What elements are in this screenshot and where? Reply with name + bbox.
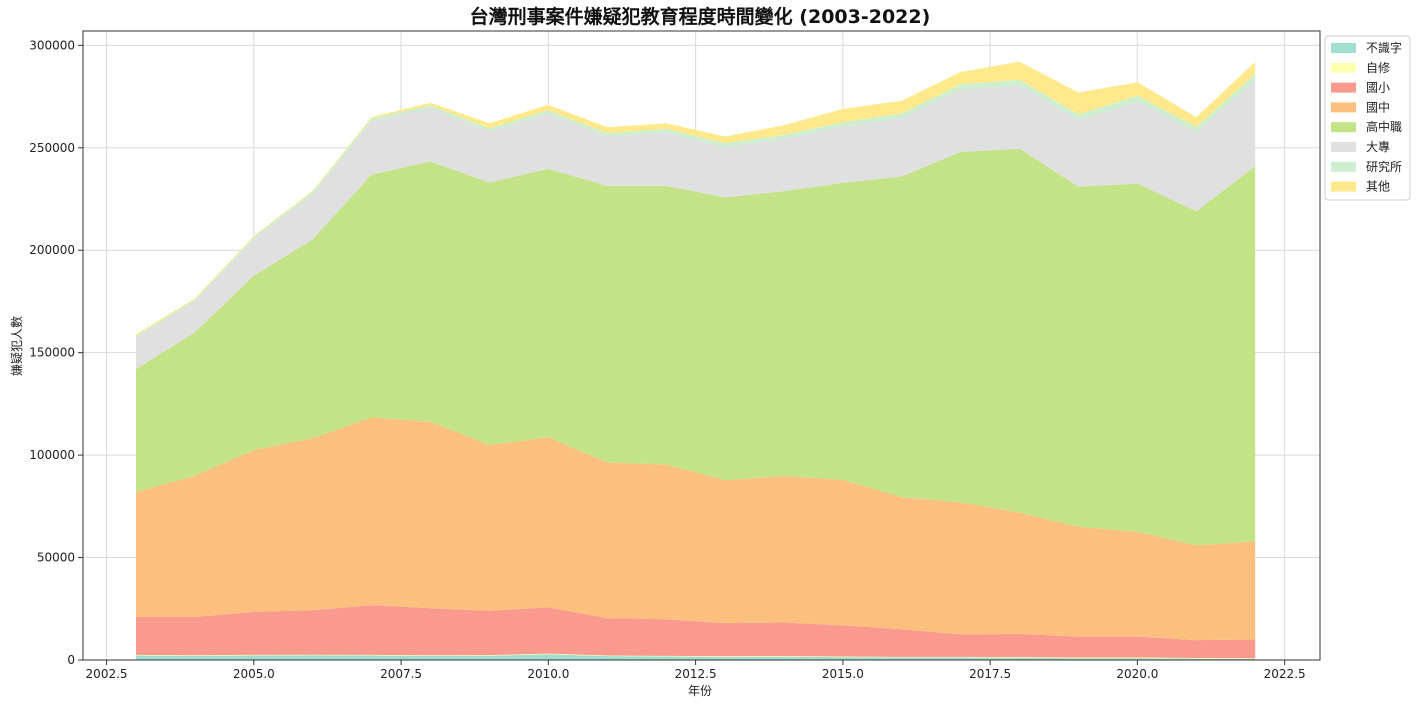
legend-label: 大專 (1366, 140, 1390, 154)
legend-swatch (1331, 181, 1356, 192)
x-tick-label: 2015.0 (822, 667, 864, 681)
y-tick-label: 100000 (29, 448, 75, 462)
area-series-8 (136, 61, 1256, 336)
y-tick-label: 200000 (29, 243, 75, 257)
legend-label: 國小 (1366, 81, 1390, 95)
chart-title: 台灣刑事案件嫌疑犯教育程度時間變化 (2003-2022) (470, 5, 931, 28)
x-tick-label: 2020.0 (1116, 667, 1158, 681)
area-series-7 (136, 74, 1256, 338)
x-tick-label: 2017.5 (969, 667, 1011, 681)
y-tick-label: 0 (67, 653, 75, 667)
x-tick-label: 2007.5 (380, 667, 422, 681)
legend-label: 研究所 (1366, 159, 1402, 174)
legend-swatch (1331, 62, 1356, 73)
y-tick-label: 150000 (29, 346, 75, 360)
legend-label: 其他 (1366, 180, 1390, 194)
x-tick-label: 2002.5 (86, 667, 128, 681)
area-series (136, 61, 1256, 660)
legend-swatch (1331, 142, 1356, 152)
legend-frame (1324, 35, 1411, 201)
x-tick-label: 2010.0 (527, 667, 569, 681)
axis-ticks: 2002.5 2005.0 2007.5 2010.0 2012.5 2015.0 2017… (29, 38, 1305, 681)
x-tick-label: 2012.5 (675, 667, 717, 681)
area-series-3 (136, 605, 1256, 659)
legend-swatch (1331, 102, 1356, 113)
area-series-5 (136, 148, 1256, 546)
y-axis-label: 嫌疑犯人數 (9, 316, 24, 376)
x-tick-label: 2005.0 (233, 667, 275, 681)
legend-label: 高中職 (1366, 119, 1402, 134)
legend-label: 自修 (1366, 60, 1390, 75)
x-axis-label: 年份 (688, 684, 712, 698)
y-tick-label: 250000 (29, 141, 75, 155)
legend-swatch (1331, 161, 1356, 172)
area-series-4 (136, 417, 1256, 641)
legend-label: 不識字 (1366, 40, 1402, 55)
legend-swatch (1331, 43, 1356, 53)
y-tick-label: 50000 (37, 551, 75, 565)
legend-label: 國中 (1366, 99, 1390, 114)
legend-swatch (1331, 82, 1356, 93)
y-tick-label: 300000 (29, 38, 75, 52)
area-series-1 (136, 654, 1256, 660)
plot-frame (82, 30, 1321, 661)
legend-swatch (1331, 122, 1356, 133)
area-series-2 (136, 653, 1256, 659)
x-tick-label: 2022.5 (1264, 667, 1306, 681)
area-series-6 (136, 80, 1256, 370)
